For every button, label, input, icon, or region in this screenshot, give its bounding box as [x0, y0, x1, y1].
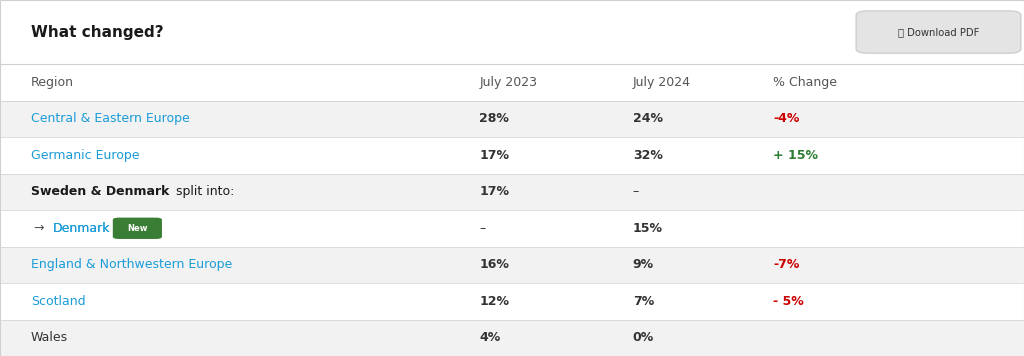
Text: 28%: 28%	[479, 112, 509, 125]
Text: % Change: % Change	[773, 76, 838, 89]
Bar	[0, 283, 1024, 320]
Text: Denmark: Denmark	[53, 222, 111, 235]
Text: 15%: 15%	[633, 222, 663, 235]
Text: 17%: 17%	[479, 185, 509, 198]
Text: –: –	[633, 185, 639, 198]
Bar	[0, 210, 1024, 247]
Text: ⤓ Download PDF: ⤓ Download PDF	[898, 27, 979, 37]
Text: Central & Eastern Europe: Central & Eastern Europe	[31, 112, 189, 125]
Text: July 2023: July 2023	[479, 76, 538, 89]
Text: July 2024: July 2024	[633, 76, 691, 89]
Text: 16%: 16%	[479, 258, 509, 271]
Text: - 5%: - 5%	[773, 295, 804, 308]
Text: Denmark: Denmark	[53, 222, 111, 235]
Text: –: –	[479, 222, 485, 235]
Text: 12%: 12%	[479, 295, 509, 308]
Text: + 15%: + 15%	[773, 149, 818, 162]
Text: 32%: 32%	[633, 149, 663, 162]
Bar	[0, 0, 1024, 64]
Text: -7%: -7%	[773, 258, 800, 271]
Bar	[0, 101, 1024, 137]
Bar	[0, 174, 1024, 210]
Bar	[0, 64, 1024, 101]
Bar	[0, 247, 1024, 283]
Text: 24%: 24%	[633, 112, 663, 125]
FancyBboxPatch shape	[856, 11, 1021, 53]
Text: -4%: -4%	[773, 112, 800, 125]
Text: →: →	[33, 222, 43, 235]
Text: New: New	[127, 224, 147, 233]
Bar	[0, 320, 1024, 356]
Text: 17%: 17%	[479, 149, 509, 162]
Text: What changed?: What changed?	[31, 25, 164, 40]
Text: Scotland: Scotland	[31, 295, 85, 308]
Text: 7%: 7%	[633, 295, 654, 308]
Text: 4%: 4%	[479, 331, 501, 344]
Text: Germanic Europe: Germanic Europe	[31, 149, 139, 162]
FancyBboxPatch shape	[113, 218, 162, 239]
Text: 0%: 0%	[633, 331, 654, 344]
Text: England & Northwestern Europe: England & Northwestern Europe	[31, 258, 232, 271]
Text: Wales: Wales	[31, 331, 68, 344]
Bar	[0, 137, 1024, 174]
Text: split into:: split into:	[172, 185, 234, 198]
Text: Sweden & Denmark: Sweden & Denmark	[31, 185, 169, 198]
Text: Region: Region	[31, 76, 74, 89]
Text: 9%: 9%	[633, 258, 654, 271]
